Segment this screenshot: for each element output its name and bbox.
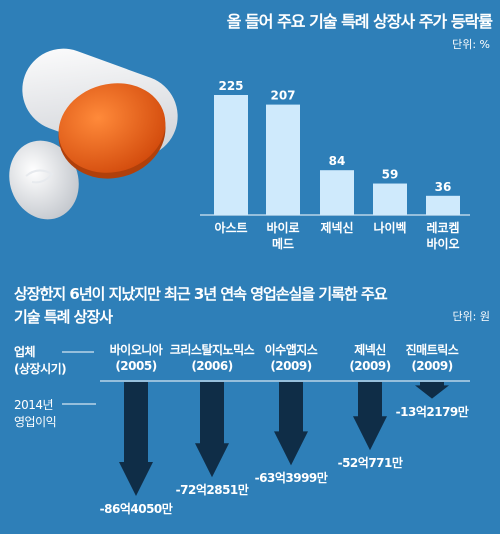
chart2-category-label: 제넥신 (2009) <box>322 342 418 374</box>
company-name: 바이오니아 <box>109 343 163 357</box>
chart1-value-label: 59 <box>382 168 399 182</box>
chart1-category-label: 제넥신 <box>320 220 353 235</box>
header-leader-line <box>62 351 94 353</box>
chart2-category-label: 크리스탈지노믹스 (2006) <box>164 342 260 374</box>
chart1-bar <box>214 95 248 215</box>
header-label-line: 업체 <box>14 345 36 359</box>
chart1-value-label: 225 <box>218 79 243 93</box>
chart2-value-label: -13억2179만 <box>395 404 469 419</box>
chart1-value-label: 36 <box>435 180 452 194</box>
chart1-value-label: 207 <box>270 89 295 103</box>
chart2-arrow <box>119 382 153 496</box>
chart1-bar <box>373 183 407 215</box>
chart2-category-label: 바이오니아 (2005) <box>88 342 184 374</box>
chart2-value-label: -86억4050만 <box>99 502 173 516</box>
chart2-value-label: -52억771만 <box>337 456 403 471</box>
chart1-category-label: 메드 <box>272 236 294 251</box>
header-label: 업체 (상장시기) <box>14 344 67 378</box>
chart1-category-label: 바이오 <box>426 236 459 251</box>
chart2-arrow <box>195 382 229 478</box>
chart2-title-line: 기술 특례 상장사 <box>14 308 113 326</box>
listing-year: (2009) <box>349 359 391 373</box>
chart2-arrow <box>274 382 308 466</box>
listing-year: (2006) <box>191 359 233 373</box>
chart1-bar <box>426 195 460 215</box>
row-leader-line <box>62 403 96 405</box>
chart1-unit: 단위: % <box>452 38 490 51</box>
listing-year: (2009) <box>270 359 312 373</box>
listing-year: (2009) <box>411 359 453 373</box>
company-name: 제넥신 <box>354 343 386 357</box>
company-name: 진매트릭스 <box>405 343 459 357</box>
listing-year: (2005) <box>115 359 157 373</box>
chart2-arrow <box>415 382 449 399</box>
row-label: 2014년 영업이익 <box>14 397 57 431</box>
chart2-title-line: 상장한지 6년이 지났지만 최근 3년 연속 영업손실을 기록한 주요 <box>14 285 388 303</box>
company-name: 크리스탈지노믹스 <box>169 343 255 357</box>
chart1-category-label: 레코켐 <box>426 220 459 235</box>
chart2-unit: 단위: 원 <box>452 310 490 323</box>
chart2-category-label: 진매트릭스 (2009) <box>384 342 480 374</box>
chart1-value-label: 84 <box>329 154 346 168</box>
chart1-category-label: 바이로 <box>266 220 299 235</box>
chart2-category-label: 이수앱지스 (2009) <box>243 342 339 374</box>
row-label-line: 영업이익 <box>14 415 57 429</box>
chart2-value-label: -63억3999만 <box>254 471 328 486</box>
chart2-value-label: -72억2851만 <box>175 483 249 498</box>
header-label-line: (상장시기) <box>14 362 67 376</box>
chart1-title: 올 들어 주요 기술 특례 상장사 주가 등락률 <box>226 12 493 31</box>
chart2-arrow <box>353 382 387 451</box>
chart2-title: 상장한지 6년이 지났지만 최근 3년 연속 영업손실을 기록한 주요 기술 특… <box>14 283 494 329</box>
company-name: 이수앱지스 <box>264 343 318 357</box>
pills-illustration <box>9 48 178 220</box>
chart1-bar <box>266 104 300 215</box>
chart1-category-label: 아스트 <box>214 220 247 235</box>
chart1-bar <box>320 170 354 215</box>
chart1-category-label: 나이벡 <box>373 220 406 235</box>
row-label-line: 2014년 <box>14 398 54 412</box>
